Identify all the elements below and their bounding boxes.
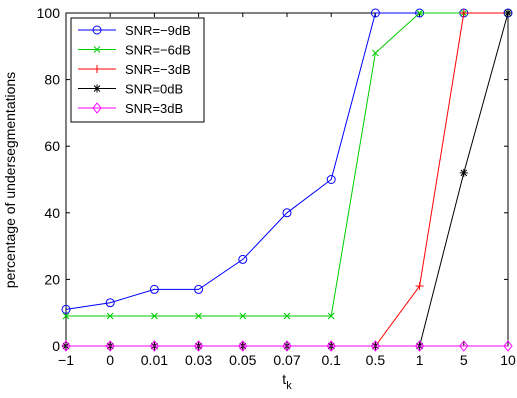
- x-axis: −1 0 0.01 0.03 0.05 0.07 0.1 0.5 1 5 10: [58, 13, 516, 368]
- data-point: [149, 340, 160, 352]
- data-point: [106, 312, 114, 320]
- legend-label: SNR=−9dB: [125, 23, 191, 38]
- legend: SNR=−9dB SNR=−6dB SNR=−3dB SNR=0dB SNR=3dB: [70, 17, 205, 123]
- y-tick-label: 80: [44, 72, 60, 88]
- data-point: [282, 340, 292, 352]
- x-tick-label: 0.03: [185, 352, 212, 368]
- data-point: [193, 340, 204, 352]
- x-tick-label: 0.5: [366, 352, 386, 368]
- data-point: [459, 340, 469, 352]
- data-point: [372, 49, 379, 57]
- y-tick-label: 0: [52, 338, 60, 354]
- data-point: [370, 340, 381, 352]
- data-point: [151, 312, 158, 320]
- legend-marker: [93, 46, 101, 53]
- data-point: [370, 8, 380, 18]
- data-point: [62, 312, 70, 320]
- x-tick-label: 0.01: [141, 352, 168, 368]
- x-tick-label: 0.05: [229, 352, 256, 368]
- legend-box: [70, 17, 205, 123]
- data-point: [414, 340, 425, 352]
- data-point: [238, 254, 248, 264]
- legend-marker: [92, 25, 102, 35]
- legend-label: SNR=3dB: [125, 101, 183, 116]
- data-point: [105, 340, 115, 352]
- data-point: [105, 298, 115, 308]
- data-point: [238, 340, 248, 352]
- y-tick-label: 60: [44, 138, 60, 154]
- data-point: [416, 9, 423, 17]
- data-point: [61, 340, 71, 352]
- x-axis-title-subscript: k: [286, 380, 292, 392]
- series-layer: [61, 8, 513, 352]
- data-point: [504, 9, 512, 17]
- legend-marker: [93, 65, 101, 73]
- y-axis: 0 20 40 60 80 100: [37, 5, 508, 354]
- data-point: [415, 282, 424, 291]
- y-tick-label: 40: [44, 205, 60, 221]
- data-point: [459, 168, 468, 177]
- data-point: [239, 312, 247, 320]
- x-tick-label: 0.07: [273, 352, 300, 368]
- y-axis-title: percentage of undersegmentations: [2, 72, 18, 288]
- data-point: [327, 312, 335, 320]
- x-tick-label: 1: [416, 352, 424, 368]
- x-tick-label: 10: [500, 352, 516, 368]
- data-point: [195, 312, 202, 320]
- data-point: [61, 304, 71, 314]
- y-tick-label: 20: [44, 271, 60, 287]
- data-point: [282, 208, 292, 218]
- data-point: [459, 9, 468, 17]
- data-point: [149, 284, 159, 294]
- y-tick-label: 100: [37, 5, 61, 21]
- data-point: [283, 312, 291, 320]
- x-axis-title: tk: [282, 371, 292, 392]
- legend-label: SNR=0dB: [125, 82, 183, 97]
- legend-label: SNR=−6dB: [125, 43, 191, 58]
- x-tick-label: 0: [106, 352, 114, 368]
- x-axis-title-main: t: [282, 371, 286, 387]
- data-point: [326, 340, 336, 352]
- x-tick-label: −1: [58, 352, 74, 368]
- data-point: [326, 175, 336, 184]
- legend-label: SNR=−3dB: [125, 62, 191, 77]
- x-tick-label: 0.1: [321, 352, 341, 368]
- data-point: [194, 284, 204, 294]
- data-point: [503, 340, 513, 352]
- legend-marker: [93, 84, 101, 93]
- legend-marker: [92, 102, 102, 114]
- x-tick-label: 5: [460, 352, 468, 368]
- series-4: [61, 340, 513, 352]
